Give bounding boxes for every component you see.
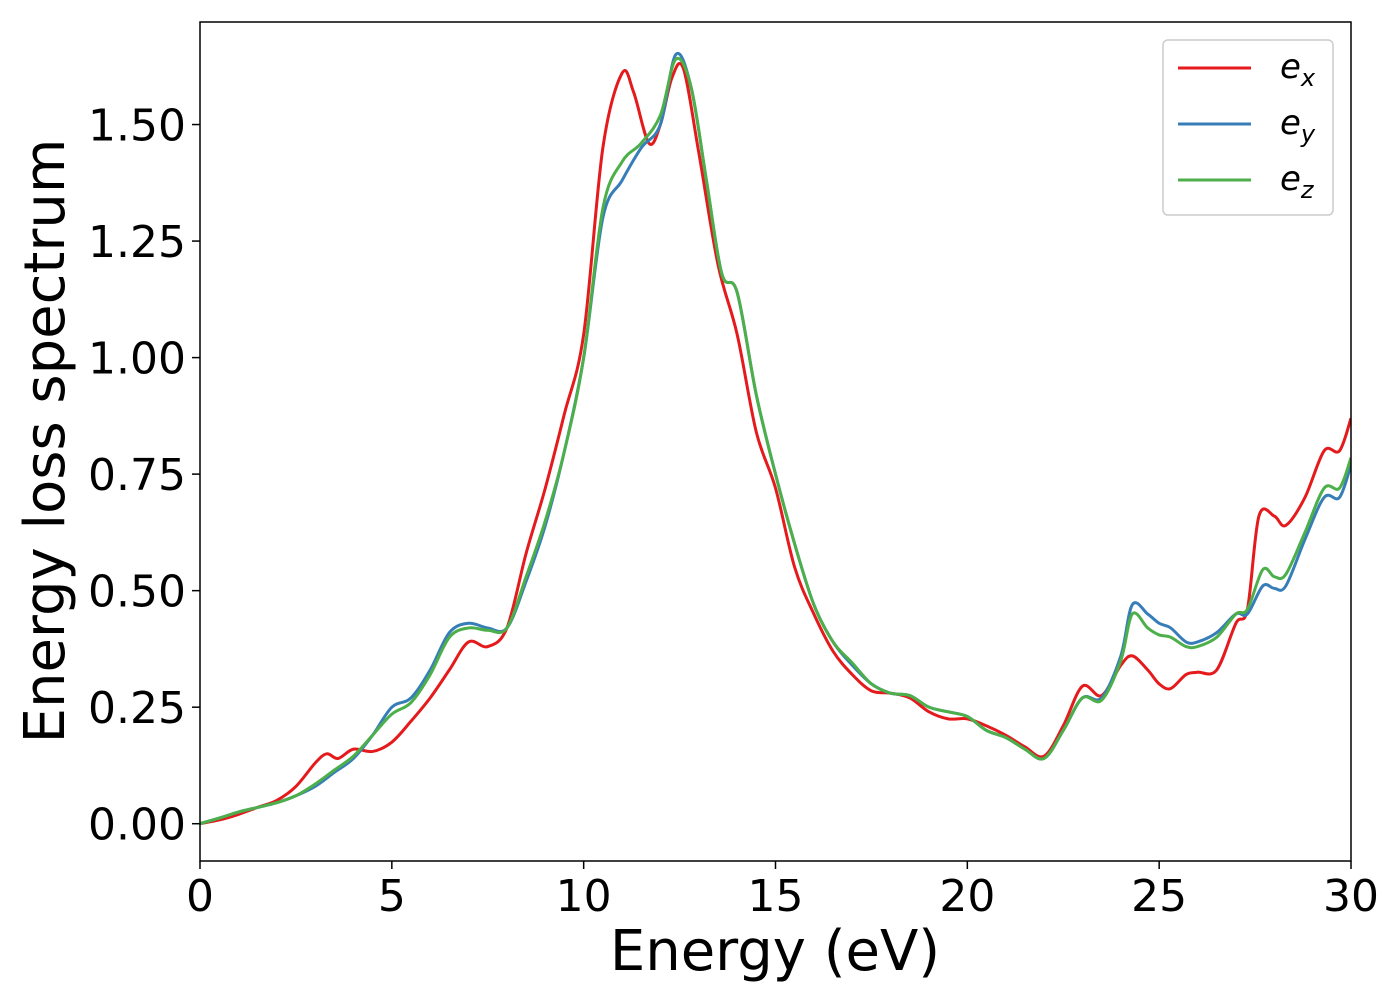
y-tick-label: 0.75 [88, 450, 186, 501]
x-tick-label: 25 [1131, 871, 1187, 922]
x-tick-label: 0 [186, 871, 214, 922]
x-tick-label: 30 [1323, 871, 1379, 922]
x-tick-label: 5 [378, 871, 406, 922]
series-layer [200, 51, 1351, 826]
y-tick-label: 0.50 [88, 567, 186, 618]
x-axis-label: Energy (eV) [610, 919, 940, 984]
y-tick-label: 0.00 [88, 800, 186, 851]
y-tick-label: 1.00 [88, 334, 186, 385]
y-tick-label: 1.50 [88, 101, 186, 152]
series-line-e-x [200, 62, 1351, 826]
x-axis-ticks: 0 5 10 15 20 25 30 [186, 861, 1379, 922]
series-line-e-z [200, 56, 1351, 826]
legend-label-e-y: ey [1280, 103, 1316, 148]
y-tick-label: 0.25 [88, 683, 186, 734]
y-tick-label: 1.25 [88, 217, 186, 268]
legend-box [1162, 39, 1334, 216]
x-tick-label: 15 [748, 871, 804, 922]
legend-label-e-x: ex [1280, 47, 1316, 92]
y-axis-label: Energy loss spectrum [13, 139, 78, 744]
y-axis-ticks: 0.00 0.25 0.50 0.75 1.00 1.25 1.50 [88, 101, 200, 851]
x-tick-label: 10 [556, 871, 612, 922]
legend-label-e-z: ez [1280, 159, 1315, 204]
x-tick-label: 20 [939, 871, 995, 922]
legend: ex ey ez [1162, 39, 1334, 216]
